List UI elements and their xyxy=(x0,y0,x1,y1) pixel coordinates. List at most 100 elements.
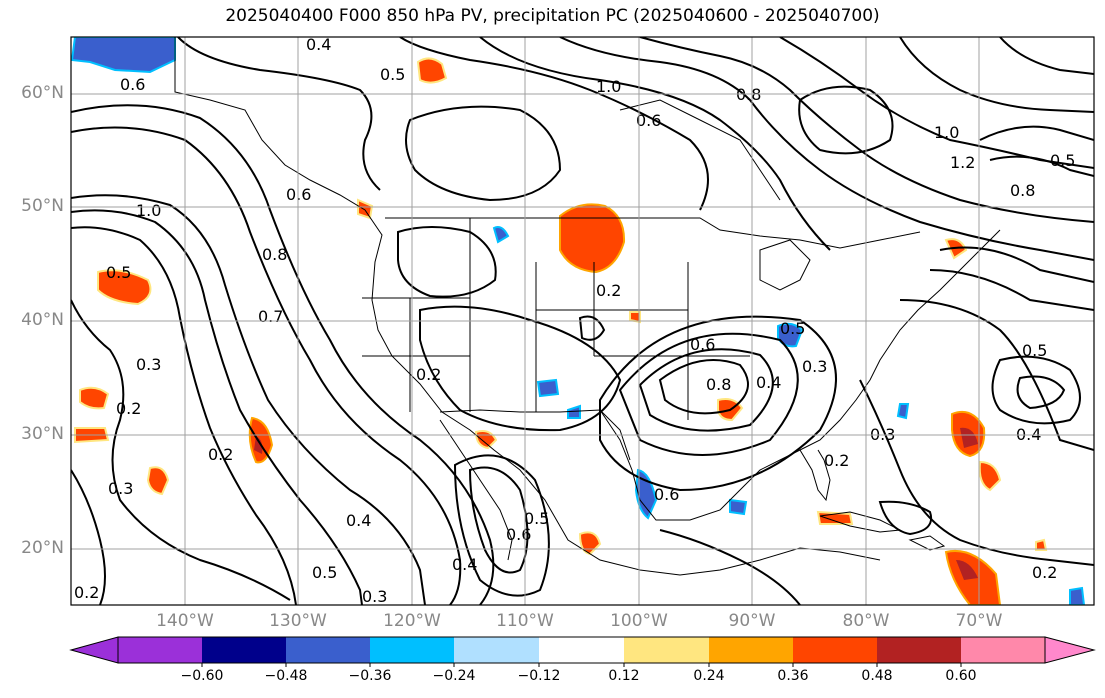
pv-contour xyxy=(899,37,1094,113)
lon-label: 70°W xyxy=(955,611,1003,631)
precip-blob xyxy=(559,203,626,274)
contour-label: 0.2 xyxy=(1032,563,1057,582)
pv-contour xyxy=(939,246,1094,283)
colorbar-segment xyxy=(624,637,709,663)
coastline-west xyxy=(174,37,881,576)
colorbar-segment xyxy=(286,637,370,663)
contour-label: 0.6 xyxy=(286,185,311,204)
pv-contour xyxy=(71,226,297,605)
precip-blob xyxy=(634,468,658,520)
precip-blob xyxy=(896,403,910,420)
contour-label: 0.8 xyxy=(1010,181,1035,200)
lat-label: 40°N xyxy=(21,310,64,330)
pv-contour xyxy=(899,299,1094,451)
colorbar-tick-label: 0.60 xyxy=(945,668,977,684)
pv-contour xyxy=(468,466,529,574)
contour-label: 0.3 xyxy=(136,355,161,374)
pv-contour xyxy=(599,315,837,492)
precip-blob xyxy=(146,466,170,496)
lat-label: 50°N xyxy=(21,196,64,216)
pv-contour xyxy=(878,500,932,536)
precip-blob xyxy=(248,416,274,464)
contour-label: 1.0 xyxy=(596,77,621,96)
precip-blob xyxy=(956,560,978,580)
contour-label: 0.6 xyxy=(120,75,145,94)
contour-label: 0.7 xyxy=(258,307,283,326)
colorbar-tick-label: 0.48 xyxy=(861,668,893,684)
contour-label: 0.5 xyxy=(524,509,549,528)
precip-blob xyxy=(1035,538,1048,551)
florida xyxy=(799,449,831,502)
colorbar-tick-label: −0.60 xyxy=(180,668,224,684)
pv-contour xyxy=(991,355,1081,425)
contour-label: 0.2 xyxy=(74,583,99,602)
hudson-coast xyxy=(619,99,781,201)
baja-coastline xyxy=(439,419,513,561)
pv-contour xyxy=(779,37,1094,169)
pv-contour xyxy=(979,125,1094,141)
precip-blob xyxy=(416,57,448,84)
colorbar-segment xyxy=(793,637,877,663)
contour-label: 0.4 xyxy=(756,373,781,392)
contour-label: 0.2 xyxy=(596,281,621,300)
lon-label: 130°W xyxy=(269,611,327,631)
colorbar-tick-label: 0.12 xyxy=(608,668,640,684)
pv-contour xyxy=(71,209,363,605)
pv-contour xyxy=(177,37,381,191)
colorbar-segment xyxy=(961,637,1045,663)
pv-contour xyxy=(419,305,622,432)
colorbar-segment xyxy=(118,637,202,663)
lon-label: 110°W xyxy=(496,611,554,631)
colorbar xyxy=(69,636,1096,667)
us-mexico-border xyxy=(439,409,631,461)
pv-contour xyxy=(71,194,426,605)
pv-contour xyxy=(71,104,495,605)
colorbar-tick-label: 0.36 xyxy=(777,668,809,684)
precip-blob xyxy=(492,226,510,244)
pv-contour xyxy=(578,315,606,341)
lon-label: 80°W xyxy=(842,611,890,631)
contour-label: 0.5 xyxy=(780,319,805,338)
pv-contour xyxy=(71,299,291,601)
pv-contour xyxy=(559,37,1094,261)
contour-label: 0.3 xyxy=(802,357,827,376)
precip-blob xyxy=(960,427,978,448)
pv-contour xyxy=(1016,375,1066,410)
colorbar-tick-label: −0.36 xyxy=(348,668,392,684)
pv-contour xyxy=(479,37,831,251)
colorbar-segment xyxy=(454,637,539,663)
colorbar-segment xyxy=(877,637,961,663)
contour-label: 0.4 xyxy=(306,35,331,54)
gulf-coastline xyxy=(599,229,1001,521)
contour-label: 0.6 xyxy=(636,111,661,130)
colorbar-tick-label: −0.24 xyxy=(432,668,476,684)
contour-label: 0.3 xyxy=(108,479,133,498)
contour-label: 0.4 xyxy=(346,511,371,530)
colorbar-tick-label: 0.24 xyxy=(693,668,725,684)
precip-blob xyxy=(97,269,152,306)
pv-contour xyxy=(658,359,749,415)
colorbar-extend-low xyxy=(69,636,119,664)
contour-label: 1.0 xyxy=(136,201,161,220)
contour-label: 1.0 xyxy=(934,123,959,142)
canada-border xyxy=(385,217,921,249)
precip-blob xyxy=(254,436,263,454)
pv-contour xyxy=(71,469,106,605)
graticule xyxy=(71,37,1094,605)
colorbar-segment xyxy=(709,637,793,663)
map-frame xyxy=(70,36,1095,606)
contour-label: 0.2 xyxy=(824,451,849,470)
colorbar-frame xyxy=(117,636,1046,664)
pv-contour xyxy=(929,269,1094,311)
lon-label: 140°W xyxy=(156,611,214,631)
contour-label: 0.5 xyxy=(1050,151,1075,170)
contour-label-group: 0.4 0.5 0.6 1.0 0.8 0.6 1.0 1.2 0.8 0.5 … xyxy=(74,35,1075,606)
lat-label: 60°N xyxy=(21,83,64,103)
contour-label: 0.3 xyxy=(362,587,387,606)
precip-blob xyxy=(729,498,748,516)
pv-contour xyxy=(999,37,1094,75)
colorbar-extend-high xyxy=(1044,636,1096,664)
contour-label: 0.2 xyxy=(416,365,441,384)
pv-contour xyxy=(399,37,709,211)
